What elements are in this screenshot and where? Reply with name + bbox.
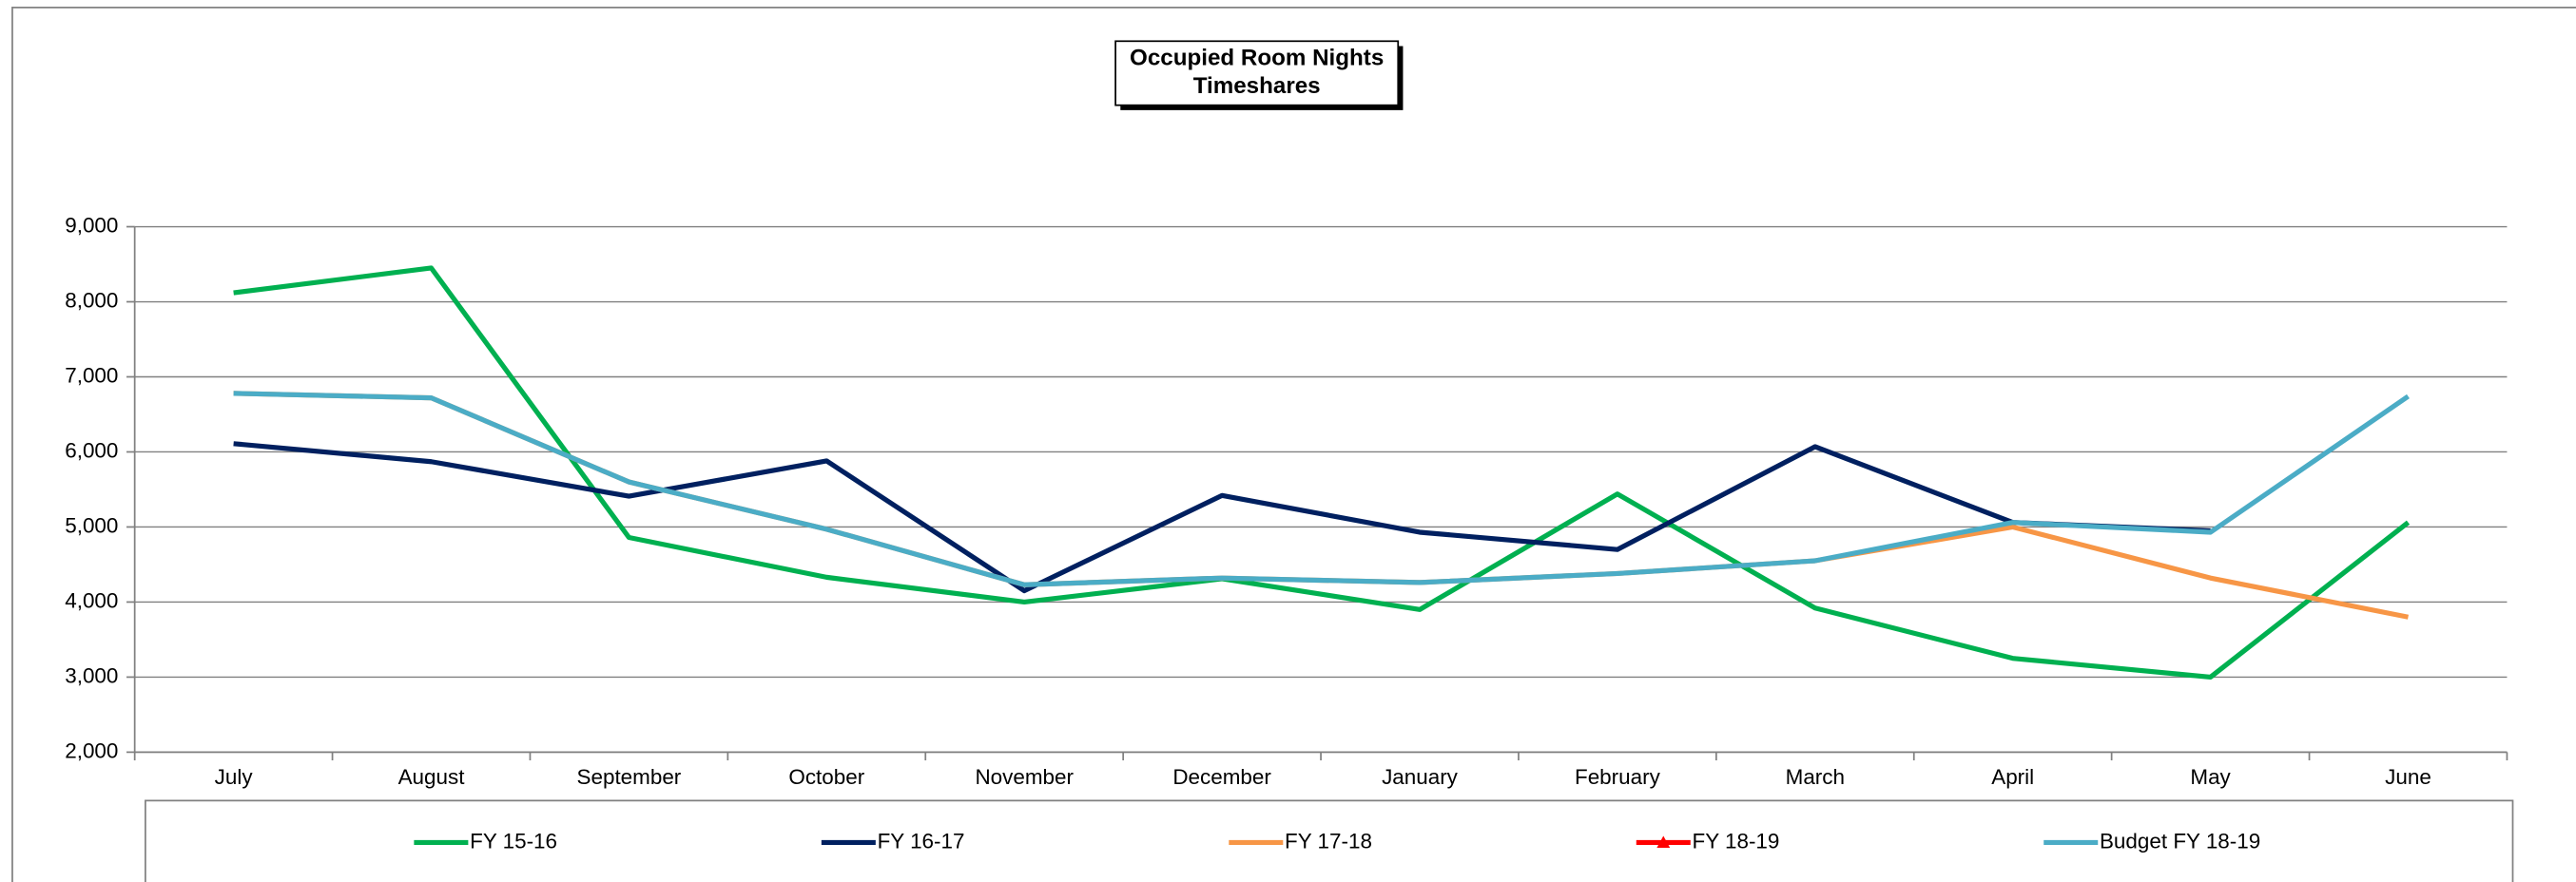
- legend-marker: [1656, 835, 1671, 848]
- y-tick-label: 5,000: [65, 513, 118, 537]
- x-tick-label: February: [1575, 765, 1661, 789]
- legend-label: FY 17-18: [1285, 829, 1372, 853]
- legend-label: FY 18-19: [1693, 829, 1780, 853]
- y-tick-label: 4,000: [65, 588, 118, 612]
- chart-title: Timeshares: [1193, 73, 1321, 99]
- series-line: [233, 441, 2211, 594]
- x-tick-label: April: [1991, 765, 2034, 789]
- title-box: [1114, 40, 1400, 106]
- x-tick-label: May: [2190, 765, 2231, 789]
- y-tick-label: 8,000: [65, 288, 118, 312]
- legend-box: [145, 799, 2514, 882]
- chart-title: Occupied Room Nights: [1130, 46, 1384, 71]
- x-tick-label: March: [1786, 765, 1845, 789]
- y-tick-label: 2,000: [65, 738, 118, 762]
- y-tick-label: 9,000: [65, 213, 118, 237]
- legend-label: FY 15-16: [470, 829, 557, 853]
- y-tick-label: 3,000: [65, 663, 118, 687]
- chart-border: [11, 7, 2576, 882]
- x-tick-label: September: [577, 765, 682, 789]
- legend-label: Budget FY 18-19: [2100, 829, 2260, 853]
- x-tick-label: June: [2385, 765, 2431, 789]
- x-tick-label: July: [215, 765, 254, 789]
- x-tick-label: December: [1172, 765, 1271, 789]
- x-tick-label: November: [975, 765, 1074, 789]
- y-tick-label: 7,000: [65, 363, 118, 387]
- y-tick-label: 6,000: [65, 438, 118, 462]
- series-line: [233, 391, 2410, 587]
- x-tick-label: August: [398, 765, 466, 789]
- legend-label: FY 16-17: [878, 829, 965, 853]
- x-tick-label: January: [1382, 765, 1459, 789]
- x-tick-label: October: [788, 765, 864, 789]
